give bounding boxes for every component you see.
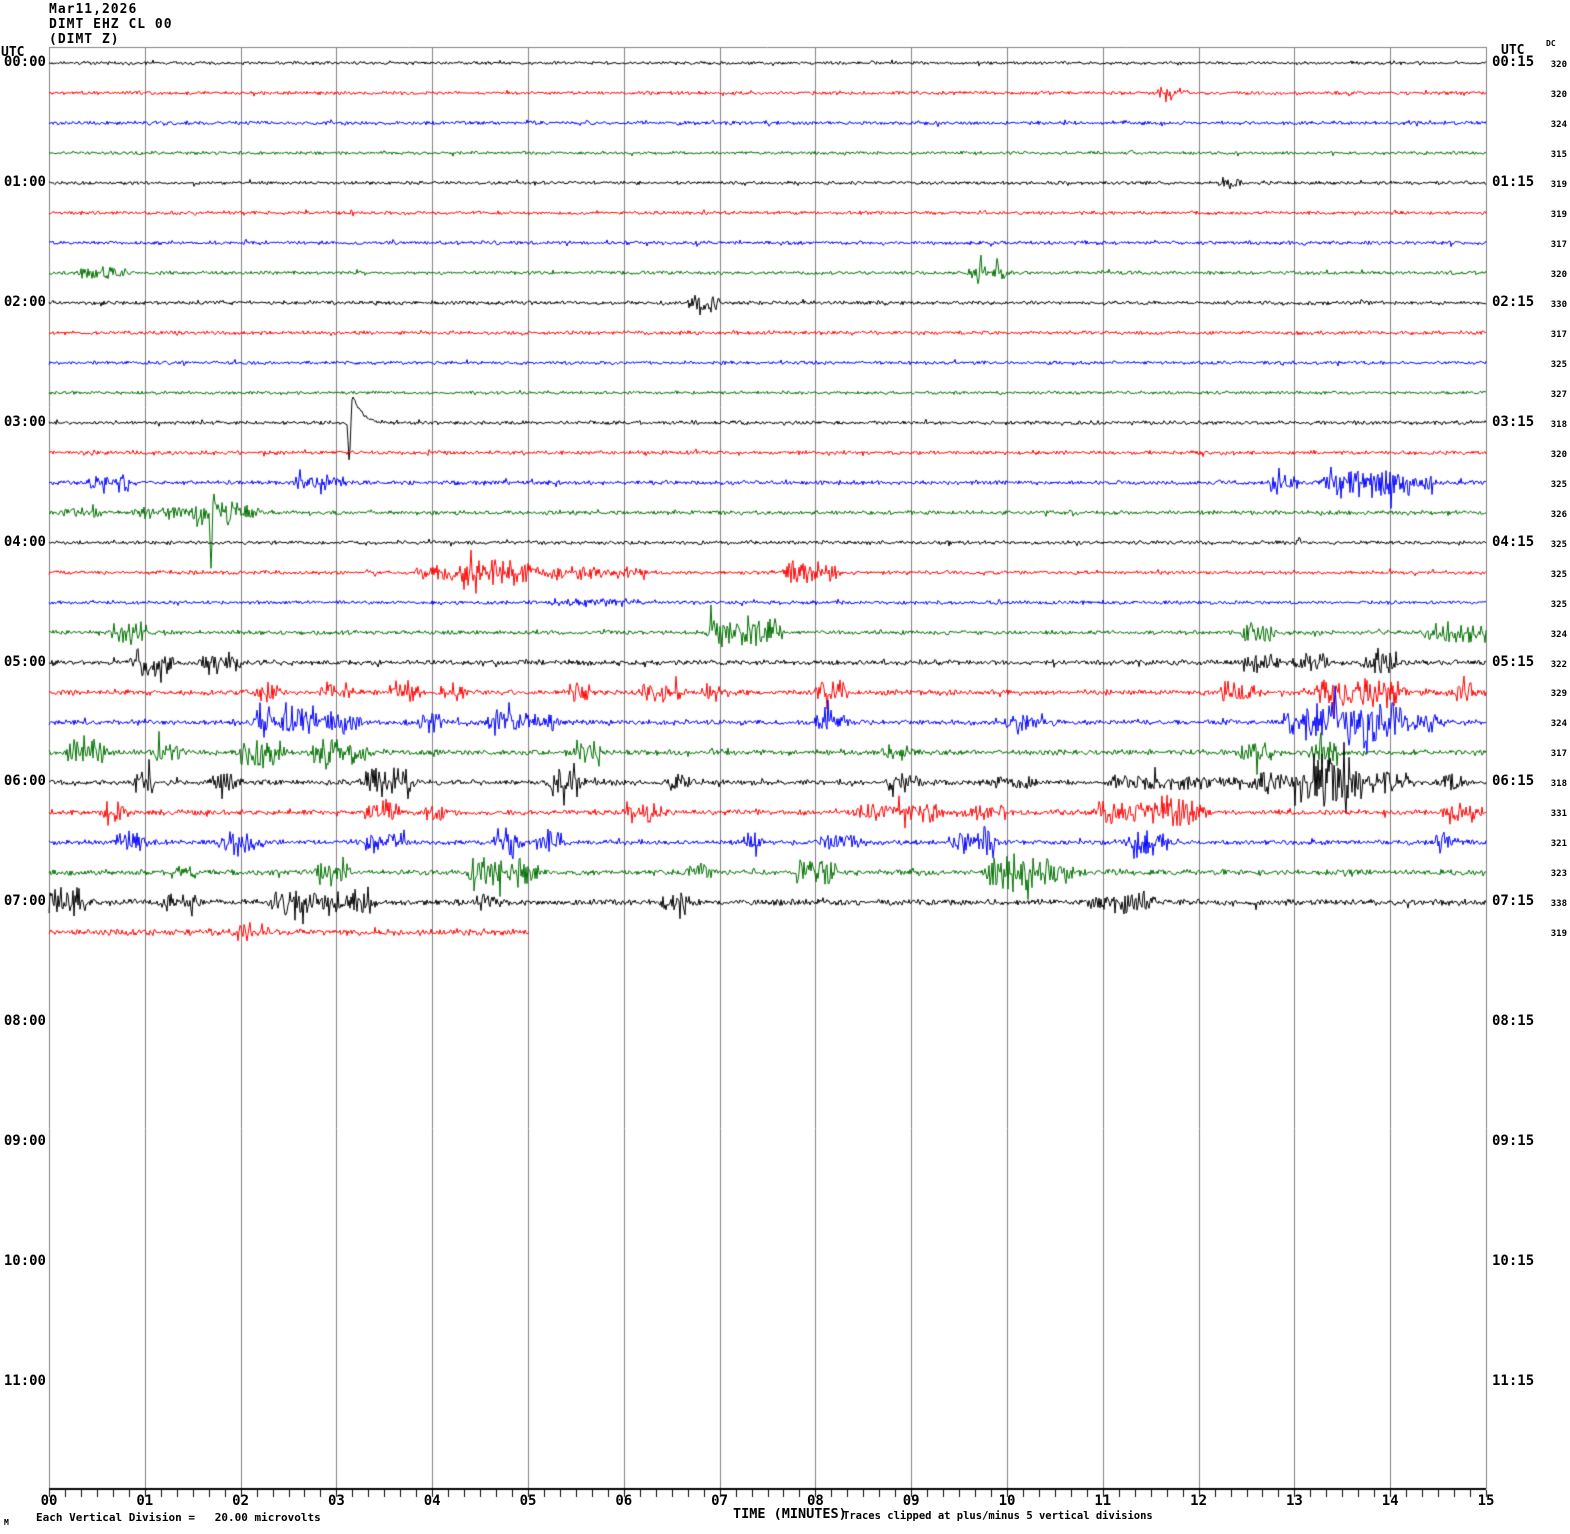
title-date: Mar11,2026 [49,2,138,17]
x-tick-label: 05 [519,1493,537,1509]
dc-value: 325 [1550,359,1567,370]
dc-value: 327 [1550,389,1567,400]
x-tick-label: 08 [806,1493,824,1509]
dc-value: 329 [1550,689,1567,700]
dc-value: 320 [1550,269,1567,280]
x-tick-label: 07 [711,1493,729,1509]
hour-label-left: 02:00 [3,293,46,310]
watermark: M [4,1518,9,1527]
x-tick-label: 06 [615,1493,633,1509]
dc-value: 331 [1550,809,1567,820]
hour-label-right: 01:15 [1492,173,1535,190]
title-component: (DIMT Z) [49,32,120,47]
hour-label-left: 06:00 [3,773,46,790]
hour-label-left: 00:00 [3,54,46,70]
dc-value: 322 [1550,659,1567,670]
dc-value: 324 [1550,119,1567,130]
dc-value: 324 [1550,719,1567,730]
dc-value: 321 [1550,839,1567,850]
hour-label-right: 03:15 [1492,413,1535,430]
x-tick-label: 03 [327,1493,345,1509]
utc-header-right: UTC [1501,43,1525,58]
x-axis-title: TIME (MINUTES) [733,1506,847,1522]
x-tick-label: 15 [1477,1493,1495,1509]
hour-label-left: 01:00 [3,173,46,190]
dc-value: 325 [1550,599,1567,610]
x-tick-label: 02 [232,1493,250,1509]
dc-value: 317 [1550,239,1567,250]
hour-label-left: 04:00 [3,533,46,550]
hour-label-left: 07:00 [3,893,46,910]
dc-value: 319 [1550,209,1567,220]
hour-label-right: 00:15 [1492,54,1535,70]
dc-value: 319 [1550,179,1567,190]
dc-value: 317 [1550,749,1567,760]
hour-label-left: 05:00 [3,653,46,670]
hour-label-right: 08:15 [1492,1013,1535,1030]
hour-label-left: 10:00 [3,1253,46,1269]
hour-label-right: 02:15 [1492,293,1535,310]
dc-value: 323 [1550,869,1567,880]
dc-value: 326 [1550,509,1567,520]
title-station: DIMT EHZ CL 00 [49,17,173,32]
hour-label-right: 05:15 [1492,653,1535,670]
x-tick-label: 11 [1094,1493,1112,1509]
x-tick-label: 09 [902,1493,920,1509]
dc-value: 318 [1550,779,1567,790]
dc-value: 320 [1550,89,1567,100]
hour-label-right: 07:15 [1492,893,1535,910]
x-tick-label: 01 [136,1493,154,1509]
dc-header: DC [1546,39,1556,48]
hour-label-left: 03:00 [3,413,46,430]
utc-header-left: UTC [1,45,25,60]
x-tick-label: 04 [423,1493,441,1509]
dc-value: 325 [1550,569,1567,580]
dc-value: 330 [1550,299,1567,310]
hour-label-right: 06:15 [1492,773,1535,790]
scale-note: Each Vertical Division = 20.00 microvolt… [36,1511,321,1524]
clip-note: Traces clipped at plus/minus 5 vertical … [843,1510,1153,1522]
dc-value: 338 [1550,899,1567,910]
x-tick-label: 00 [40,1493,58,1509]
dc-value: 315 [1550,149,1567,160]
hour-label-left: 09:00 [3,1133,46,1150]
dc-value: 320 [1550,449,1567,460]
dc-value: 324 [1550,629,1567,640]
hour-label-left: 08:00 [3,1013,46,1030]
dc-value: 318 [1550,419,1567,430]
hour-label-right: 09:15 [1492,1133,1535,1150]
hour-label-left: 11:00 [3,1372,46,1389]
dc-value: 319 [1550,929,1567,940]
x-tick-label: 14 [1381,1493,1399,1509]
x-tick-label: 10 [998,1493,1016,1509]
hour-label-right: 11:15 [1492,1372,1535,1389]
hour-label-right: 04:15 [1492,533,1535,550]
dc-value: 325 [1550,479,1567,490]
x-tick-label: 12 [1190,1493,1208,1509]
dc-value: 317 [1550,329,1567,340]
dc-value: 320 [1550,60,1567,70]
x-tick-label: 13 [1285,1493,1303,1509]
hour-label-right: 10:15 [1492,1253,1535,1269]
dc-value: 325 [1550,539,1567,550]
